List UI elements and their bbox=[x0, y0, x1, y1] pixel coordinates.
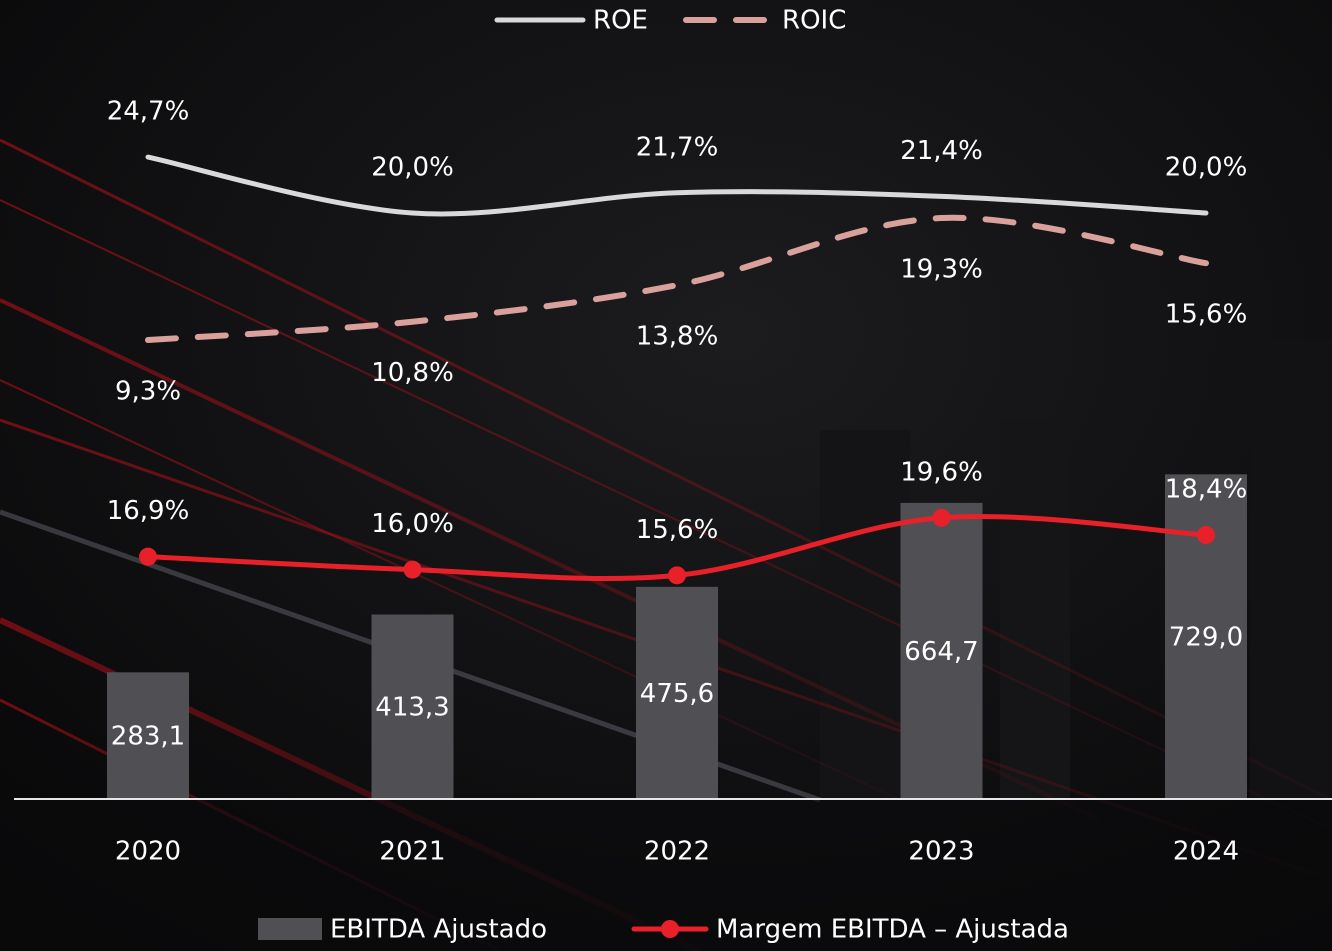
legend-label: Margem EBITDA – Ajustada bbox=[716, 915, 1069, 945]
line-value-label: 16,0% bbox=[371, 509, 454, 539]
line-marker bbox=[668, 566, 686, 584]
line-marker bbox=[933, 509, 951, 527]
x-tick-label: 2021 bbox=[379, 837, 445, 867]
x-tick-label: 2024 bbox=[1173, 837, 1239, 867]
line-value-label: 16,9% bbox=[107, 496, 190, 526]
line-value-label: 10,8% bbox=[371, 358, 454, 388]
bar-value-label: 729,0 bbox=[1169, 623, 1243, 653]
line-value-label: 19,3% bbox=[900, 255, 983, 285]
line-value-label: 21,7% bbox=[636, 132, 719, 162]
line-value-label: 24,7% bbox=[107, 97, 190, 127]
line-value-label: 19,6% bbox=[900, 457, 983, 487]
x-tick-label: 2022 bbox=[644, 837, 710, 867]
legend-swatch bbox=[258, 918, 322, 940]
bar-value-label: 475,6 bbox=[640, 679, 714, 709]
bar-value-label: 283,1 bbox=[111, 722, 185, 752]
line-value-label: 15,6% bbox=[1165, 300, 1248, 330]
x-tick-label: 2023 bbox=[908, 837, 974, 867]
line-value-label: 20,0% bbox=[371, 153, 454, 183]
line-value-label: 20,0% bbox=[1165, 153, 1248, 183]
line-marker bbox=[139, 548, 157, 566]
legend-label: ROE bbox=[593, 6, 648, 36]
legend-marker bbox=[661, 920, 679, 938]
bar-value-label: 664,7 bbox=[904, 637, 978, 667]
line-marker bbox=[1197, 526, 1215, 544]
line-value-label: 9,3% bbox=[115, 377, 181, 407]
chart: 2020 2021 2022 2023 2024 283,1 413,3 475,6 664,7… bbox=[0, 0, 1332, 951]
legend-label: ROIC bbox=[782, 6, 846, 36]
line-value-label: 15,6% bbox=[636, 515, 719, 545]
line-value-label: 18,4% bbox=[1165, 475, 1248, 505]
line-value-label: 13,8% bbox=[636, 322, 719, 352]
bar-value-label: 413,3 bbox=[375, 693, 449, 723]
x-tick-label: 2020 bbox=[115, 837, 181, 867]
legend-label: EBITDA Ajustado bbox=[330, 915, 547, 945]
line-marker bbox=[404, 561, 422, 579]
line-value-label: 21,4% bbox=[900, 136, 983, 166]
